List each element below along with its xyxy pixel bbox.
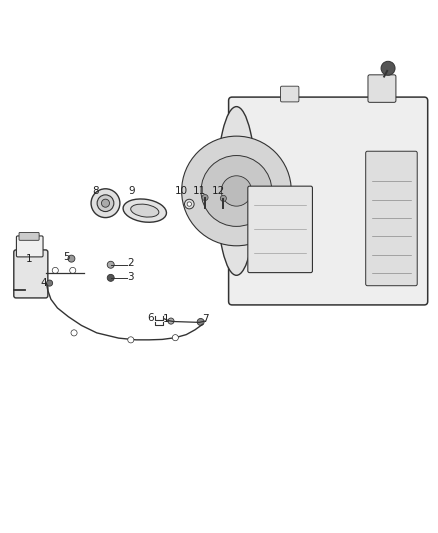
Text: 6: 6	[148, 313, 154, 323]
Text: 5: 5	[63, 252, 70, 262]
Circle shape	[71, 330, 77, 336]
Circle shape	[202, 195, 208, 200]
Circle shape	[107, 261, 114, 268]
Text: 1: 1	[26, 254, 32, 264]
Text: 8: 8	[92, 187, 99, 196]
Circle shape	[172, 335, 178, 341]
Text: 1: 1	[162, 314, 169, 324]
Circle shape	[187, 202, 191, 206]
Text: 2: 2	[127, 259, 134, 269]
Circle shape	[102, 199, 110, 207]
FancyBboxPatch shape	[14, 250, 48, 298]
Circle shape	[46, 280, 53, 286]
Ellipse shape	[123, 199, 166, 222]
Circle shape	[197, 318, 204, 326]
Circle shape	[201, 156, 272, 227]
Circle shape	[107, 274, 114, 281]
Circle shape	[68, 255, 75, 262]
Circle shape	[182, 136, 291, 246]
FancyBboxPatch shape	[16, 236, 43, 257]
Circle shape	[70, 268, 76, 273]
FancyBboxPatch shape	[281, 86, 299, 102]
Text: 10: 10	[174, 187, 187, 196]
Text: 4: 4	[40, 278, 47, 288]
Circle shape	[128, 337, 134, 343]
Text: 9: 9	[128, 187, 135, 196]
Ellipse shape	[217, 107, 256, 276]
FancyBboxPatch shape	[229, 97, 427, 305]
Circle shape	[52, 268, 58, 273]
Text: 12: 12	[212, 187, 225, 196]
Text: 11: 11	[193, 187, 206, 196]
Circle shape	[168, 318, 174, 324]
Circle shape	[221, 176, 252, 206]
Circle shape	[381, 61, 395, 75]
FancyBboxPatch shape	[19, 232, 39, 240]
Circle shape	[91, 189, 120, 217]
FancyBboxPatch shape	[366, 151, 417, 286]
FancyBboxPatch shape	[248, 186, 312, 272]
Text: 7: 7	[202, 314, 208, 324]
Circle shape	[220, 195, 226, 201]
Text: 3: 3	[127, 271, 134, 281]
Circle shape	[97, 195, 114, 212]
Circle shape	[184, 199, 194, 209]
FancyBboxPatch shape	[368, 75, 396, 102]
Ellipse shape	[131, 204, 159, 217]
